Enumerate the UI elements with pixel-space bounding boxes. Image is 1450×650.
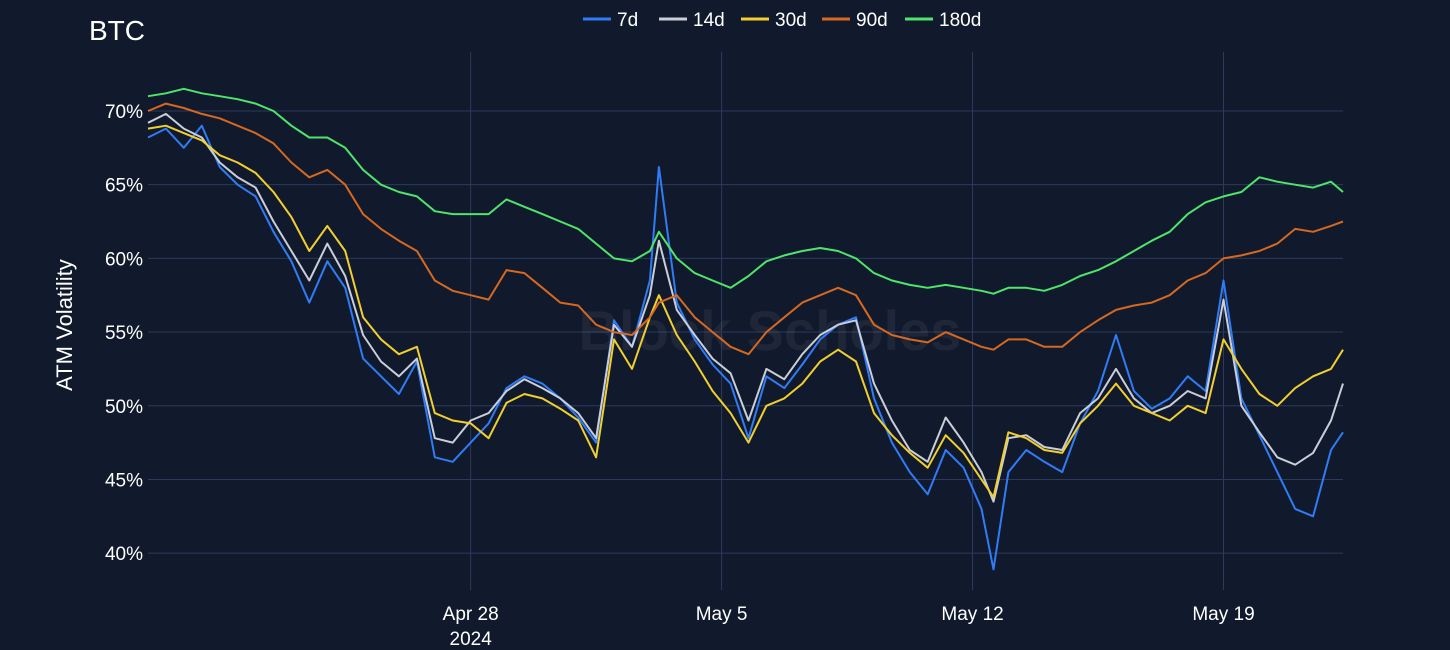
series-line-180d (147, 87, 1344, 295)
legend-label: 180d (939, 10, 981, 31)
legend-item-7d[interactable]: 7d (583, 10, 638, 31)
series-line-30d (147, 124, 1344, 499)
legend-item-180d[interactable]: 180d (905, 10, 981, 31)
x-axis: Apr 28 2024 May 5 May 12 May 19 (443, 604, 1255, 650)
y-axis: 40% 45% 50% 55% 60% 65% 70% (105, 102, 143, 565)
series-line-90d (147, 102, 1344, 356)
series-line-14d (147, 112, 1344, 503)
series-line-7d (147, 124, 1344, 571)
legend-item-90d[interactable]: 90d (822, 10, 888, 31)
legend-item-14d[interactable]: 14d (659, 10, 725, 31)
y-tick-label: 50% (105, 397, 143, 418)
x-tick-label: May 19 (1192, 604, 1254, 625)
y-tick-label: 70% (105, 102, 143, 123)
y-tick-label: 55% (105, 323, 143, 344)
x-tick-year-label: 2024 (450, 629, 493, 650)
x-tick-label: May 12 (941, 604, 1003, 625)
legend-item-30d[interactable]: 30d (741, 10, 807, 31)
legend-label: 14d (693, 10, 725, 31)
chart-title: BTC (89, 15, 145, 46)
y-tick-label: 60% (105, 249, 143, 270)
legend-label: 30d (775, 10, 807, 31)
legend-label: 90d (856, 10, 888, 31)
legend-label: 7d (617, 10, 638, 31)
series-lines (147, 87, 1344, 571)
y-tick-label: 45% (105, 470, 143, 491)
x-tick-label: Apr 28 (443, 604, 499, 625)
legend: 7d 14d 30d 90d 180d (583, 10, 981, 31)
y-tick-label: 40% (105, 544, 143, 565)
y-axis-label: ATM Volatility (52, 259, 77, 391)
x-tick-label: May 5 (696, 604, 748, 625)
y-tick-label: 65% (105, 176, 143, 197)
